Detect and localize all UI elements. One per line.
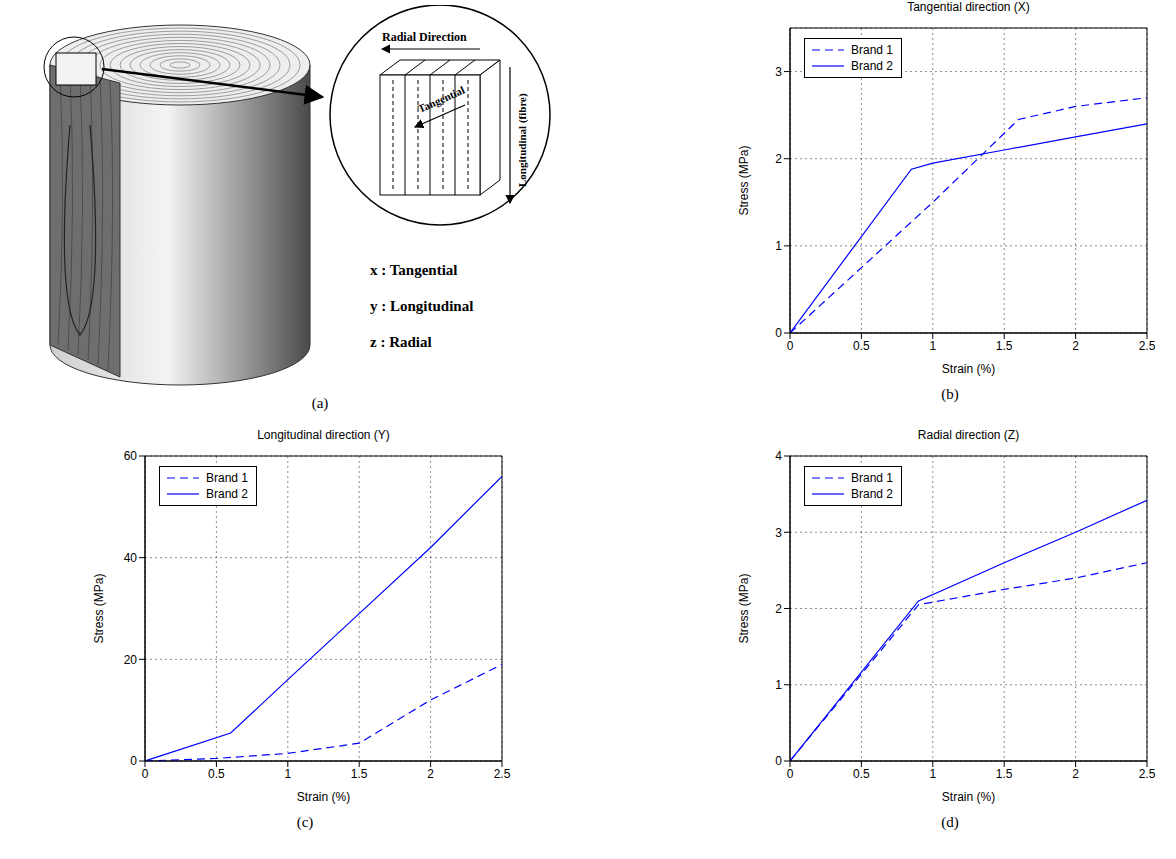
svg-text:0.5: 0.5 xyxy=(853,339,870,353)
svg-text:2: 2 xyxy=(1072,767,1079,781)
html-text:Longitudinal direction (Y): Longitudinal direction (Y) xyxy=(257,428,390,442)
svg-text:Strain (%): Strain (%) xyxy=(297,790,350,804)
svg-text:y : Longitudinal: y : Longitudinal xyxy=(370,298,473,314)
svg-text:4: 4 xyxy=(775,449,782,463)
html-text:(a): (a) xyxy=(311,395,329,411)
svg-text:0: 0 xyxy=(130,754,137,768)
svg-text:0: 0 xyxy=(142,767,149,781)
svg-text:Stress (MPa): Stress (MPa) xyxy=(737,573,751,643)
svg-text:2.5: 2.5 xyxy=(1139,339,1156,353)
svg-text:Radial Direction: Radial Direction xyxy=(382,30,467,44)
svg-text:2: 2 xyxy=(427,767,434,781)
svg-text:1.5: 1.5 xyxy=(351,767,368,781)
svg-text:3: 3 xyxy=(775,65,782,79)
svg-text:Stress (MPa): Stress (MPa) xyxy=(737,145,751,215)
svg-text:Strain (%): Strain (%) xyxy=(942,790,995,804)
svg-text:2: 2 xyxy=(775,152,782,166)
html-text:Brand 1: Brand 1 xyxy=(851,43,893,57)
svg-text:1: 1 xyxy=(775,239,782,253)
svg-text:2: 2 xyxy=(1072,339,1079,353)
svg-text:1: 1 xyxy=(929,339,936,353)
html-text:Brand 1: Brand 1 xyxy=(851,471,893,485)
svg-text:3: 3 xyxy=(775,526,782,540)
svg-text:1: 1 xyxy=(929,767,936,781)
svg-text:z : Radial: z : Radial xyxy=(370,334,432,350)
svg-text:0.5: 0.5 xyxy=(853,767,870,781)
svg-text:0: 0 xyxy=(787,767,794,781)
html-text:Brand 2: Brand 2 xyxy=(851,59,893,73)
html-text:Brand 2: Brand 2 xyxy=(206,487,248,501)
svg-text:1: 1 xyxy=(775,678,782,692)
svg-text:40: 40 xyxy=(124,551,138,565)
svg-text:Tangential: Tangential xyxy=(416,84,466,115)
svg-text:x : Tangential: x : Tangential xyxy=(370,262,458,278)
svg-text:60: 60 xyxy=(124,449,138,463)
svg-text:0.5: 0.5 xyxy=(208,767,225,781)
svg-text:0: 0 xyxy=(775,326,782,340)
svg-text:2: 2 xyxy=(775,602,782,616)
svg-text:0: 0 xyxy=(787,339,794,353)
svg-text:0: 0 xyxy=(775,754,782,768)
html-text:(b): (b) xyxy=(941,386,959,402)
svg-text:1: 1 xyxy=(284,767,291,781)
svg-text:1.5: 1.5 xyxy=(996,767,1013,781)
html-text:(d): (d) xyxy=(941,814,959,830)
html-text:Radial direction (Z): Radial direction (Z) xyxy=(917,428,1020,442)
svg-text:Longitudinal (fibre): Longitudinal (fibre) xyxy=(516,93,529,187)
svg-text:20: 20 xyxy=(124,653,138,667)
svg-text:1.5: 1.5 xyxy=(996,339,1013,353)
html-text:Brand 2: Brand 2 xyxy=(851,487,893,501)
html-text:Brand 1: Brand 1 xyxy=(206,471,248,485)
svg-text:Strain (%): Strain (%) xyxy=(942,362,995,376)
svg-text:2.5: 2.5 xyxy=(494,767,511,781)
html-text:Tangential direction (X): Tangential direction (X) xyxy=(907,0,1030,14)
html-text:(c): (c) xyxy=(296,814,314,830)
svg-text:Stress (MPa): Stress (MPa) xyxy=(92,573,106,643)
svg-text:2.5: 2.5 xyxy=(1139,767,1156,781)
